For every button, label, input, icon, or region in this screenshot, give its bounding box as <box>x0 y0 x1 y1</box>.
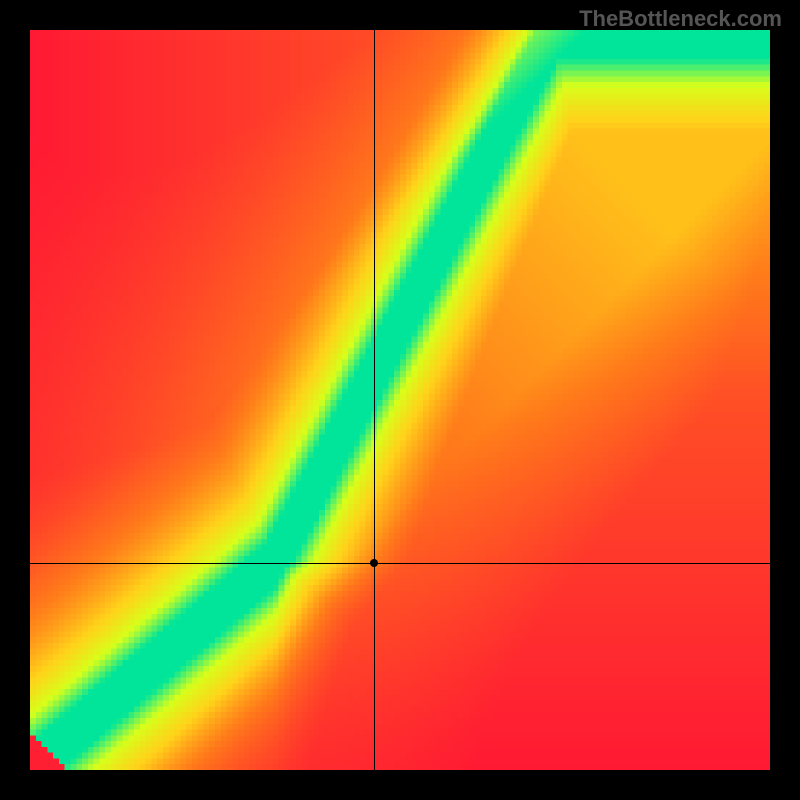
chart-container: TheBottleneck.com <box>0 0 800 800</box>
heatmap-canvas <box>30 30 770 770</box>
watermark-text: TheBottleneck.com <box>579 6 782 32</box>
crosshair-horizontal <box>30 563 770 564</box>
plot-area <box>30 30 770 770</box>
crosshair-vertical <box>374 30 375 770</box>
crosshair-marker <box>370 559 378 567</box>
